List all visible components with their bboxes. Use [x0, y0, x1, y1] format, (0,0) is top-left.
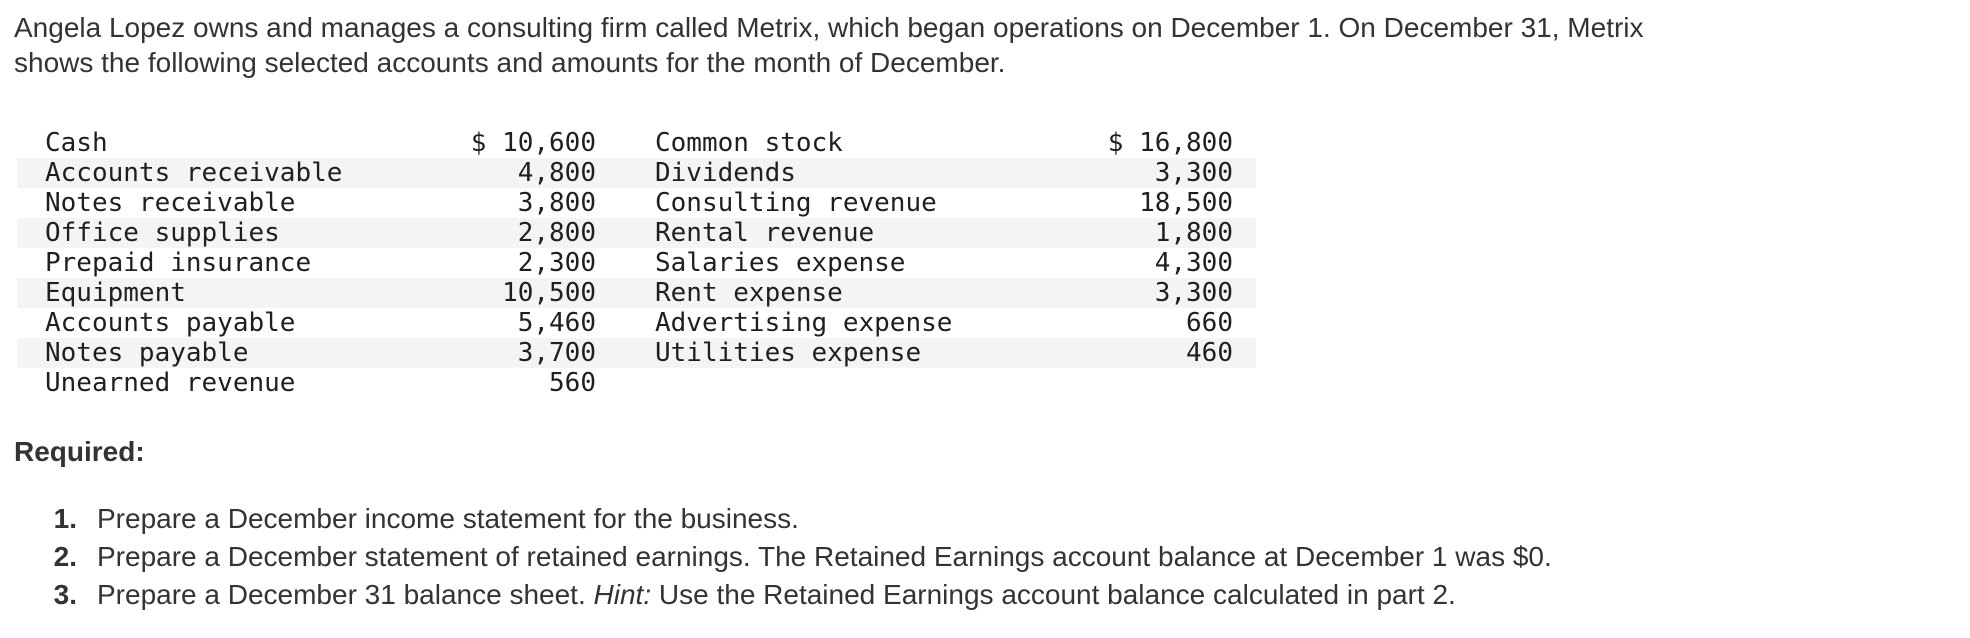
account-name: Office supplies — [45, 218, 280, 248]
table-row: Notes receivable 3,800 Consulting revenue 1… — [17, 188, 1256, 218]
list-item-number: 1. — [53, 503, 77, 534]
list-item-text: Prepare a December income statement for … — [97, 503, 799, 534]
list-item: 1. Prepare a December income statement fo… — [0, 500, 1900, 538]
account-amount: 3,300 — [1154, 278, 1233, 308]
table-row: Equipment 10,500 Rent expense 3,300 — [17, 278, 1256, 308]
accounts-table: Cash $ 10,600 Common stock $ 16,800 Accounts… — [17, 128, 1256, 398]
account-amount: 4,800 — [517, 158, 596, 188]
account-amount: 3,300 — [1154, 158, 1233, 188]
account-name: Accounts payable — [45, 308, 296, 338]
account-amount: 3,700 — [517, 338, 596, 368]
account-name: Equipment — [45, 278, 186, 308]
account-name: Utilities expense — [655, 338, 922, 368]
account-amount: 10,500 — [502, 278, 596, 308]
account-name: Advertising expense — [655, 308, 953, 338]
account-amount: 4,300 — [1154, 248, 1233, 278]
required-list: 1. Prepare a December income statement fo… — [0, 500, 1900, 614]
required-heading: Required: — [14, 436, 145, 467]
account-amount: 5,460 — [517, 308, 596, 338]
account-name: Dividends — [655, 158, 796, 188]
hint-label: Hint: — [593, 579, 652, 610]
list-item-text: Prepare a December 31 balance sheet. Hin… — [97, 579, 1456, 610]
account-amount: 2,300 — [517, 248, 596, 278]
account-name: Accounts receivable — [45, 158, 343, 188]
table-row: Prepaid insurance 2,300 Salaries expense 4,… — [17, 248, 1256, 278]
account-name: Unearned revenue — [45, 368, 296, 398]
account-amount: $ 16,800 — [1107, 128, 1233, 158]
problem-statement: Angela Lopez owns and manages a consulti… — [14, 12, 1644, 78]
account-name: Notes payable — [45, 338, 249, 368]
table-row: Cash $ 10,600 Common stock $ 16,800 — [17, 128, 1256, 158]
account-name: Cash — [45, 128, 108, 158]
list-item-text: Prepare a December statement of retained… — [97, 541, 1552, 572]
account-amount: $ 10,600 — [470, 128, 596, 158]
account-name: Consulting revenue — [655, 188, 937, 218]
list-item-number: 3. — [53, 579, 77, 610]
table-row: Office supplies 2,800 Rental revenue 1,800 — [17, 218, 1256, 248]
account-amount: 560 — [549, 368, 596, 398]
list-item: 3. Prepare a December 31 balance sheet. H… — [0, 576, 1900, 614]
account-amount: 2,800 — [517, 218, 596, 248]
table-row: Accounts receivable 4,800 Dividends 3,300 — [17, 158, 1256, 188]
account-name: Notes receivable — [45, 188, 296, 218]
account-name: Prepaid insurance — [45, 248, 312, 278]
account-name: Rent expense — [655, 278, 843, 308]
account-name: Salaries expense — [655, 248, 906, 278]
account-name: Rental revenue — [655, 218, 875, 248]
table-row: Accounts payable 5,460 Advertising expense… — [17, 308, 1256, 338]
table-row: Notes payable 3,700 Utilities expense 460 — [17, 338, 1256, 368]
account-amount: 18,500 — [1139, 188, 1233, 218]
list-item-number: 2. — [53, 541, 77, 572]
account-amount: 3,800 — [517, 188, 596, 218]
list-item: 2. Prepare a December statement of retain… — [0, 538, 1900, 576]
table-row: Unearned revenue 560 — [17, 368, 1256, 398]
account-amount: 660 — [1186, 308, 1233, 338]
account-amount: 1,800 — [1154, 218, 1233, 248]
account-name: Common stock — [655, 128, 843, 158]
account-amount: 460 — [1186, 338, 1233, 368]
